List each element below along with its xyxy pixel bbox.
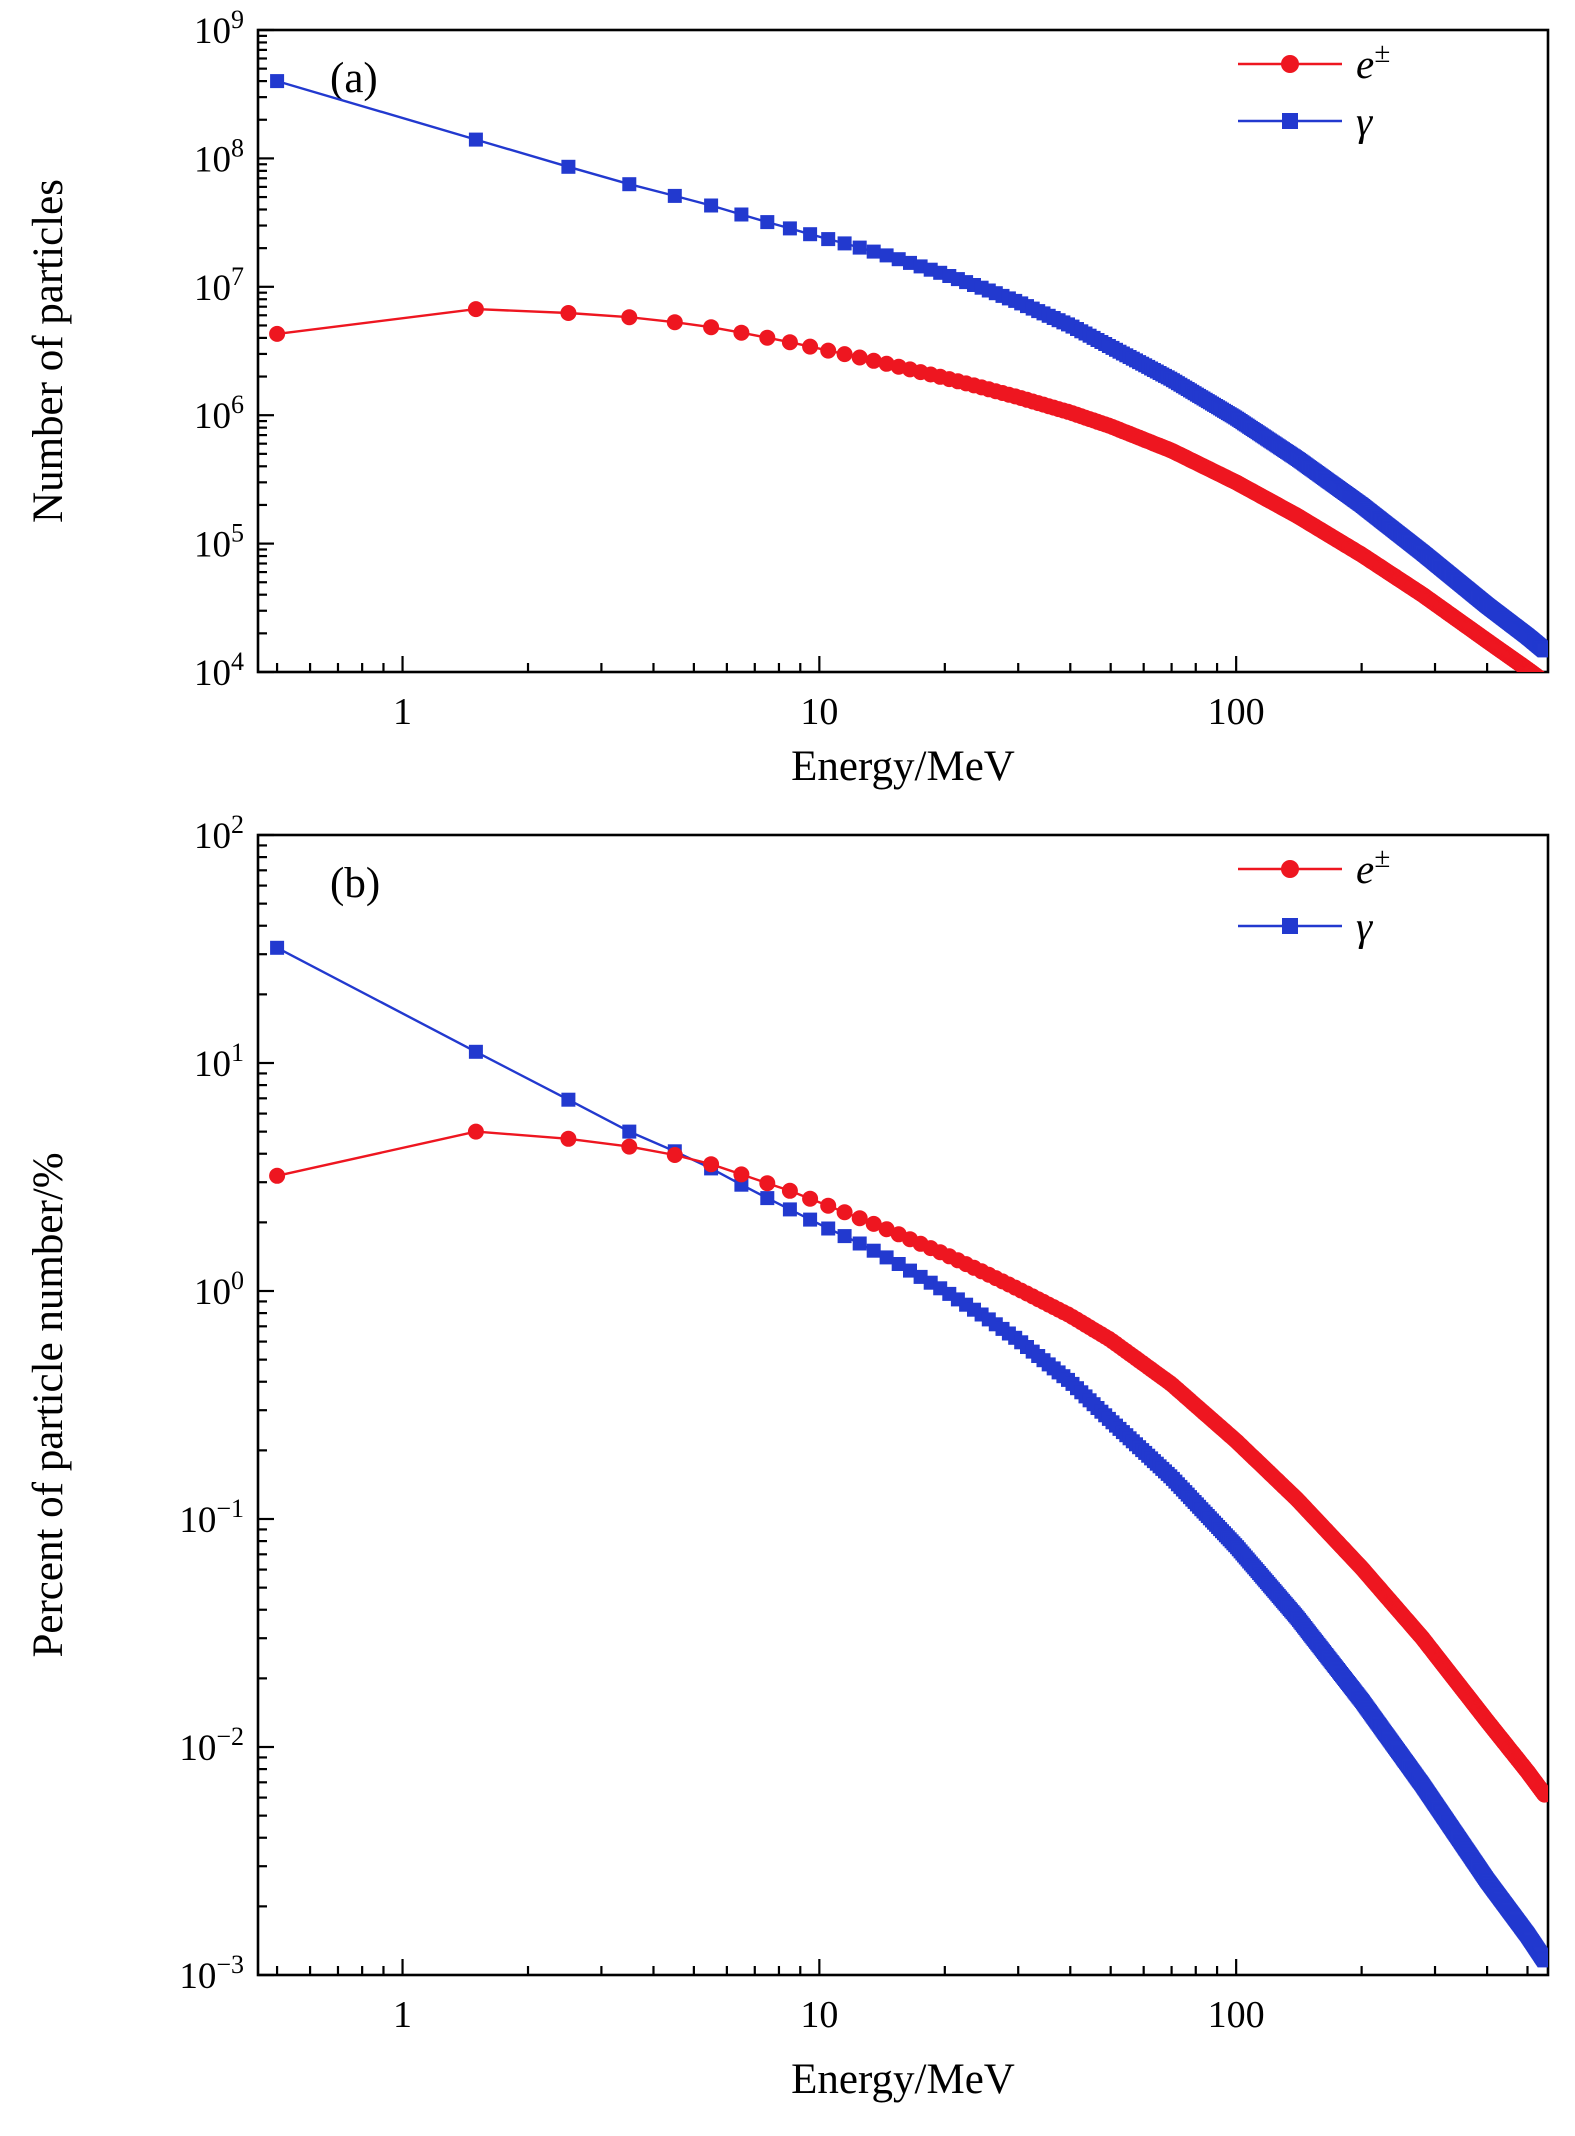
x-axis-label: Energy/MeV — [791, 2056, 1015, 2103]
x-tick-label: 1 — [393, 1994, 412, 2036]
x-axis-ticks — [275, 656, 1529, 672]
y-tick-label: 109 — [194, 5, 244, 52]
x-tick-label: 10 — [800, 1994, 838, 2036]
y-tick-label: 104 — [194, 647, 244, 694]
x-tick-label: 100 — [1208, 691, 1265, 733]
y-tick-label: 105 — [194, 519, 244, 566]
y-tick-label: 100 — [194, 1266, 244, 1313]
x-axis-ticks — [275, 1959, 1529, 1975]
legend-label-electrons: e± — [1356, 37, 1390, 87]
plot-frame — [256, 833, 1550, 1977]
panel-tag: (a) — [330, 55, 378, 102]
x-tick-label: 10 — [800, 691, 838, 733]
panel-tag: (b) — [330, 860, 380, 907]
legend-label-gamma: γ — [1356, 98, 1374, 144]
legend-label-gamma: γ — [1356, 903, 1374, 949]
x-tick-label: 1 — [393, 691, 412, 733]
y-axis-label: Number of particles — [25, 179, 72, 523]
legend-marker-electrons-icon — [1281, 55, 1299, 73]
series-electrons — [269, 1123, 1548, 1803]
y-tick-label: 10−1 — [179, 1494, 244, 1541]
panel-b-chart: 1 10 100 10−3 10−2 10−1 100 101 102 Energy/MeV Per… — [25, 810, 1550, 2103]
y-axis-label: Percent of particle number/% — [25, 1152, 72, 1657]
y-axis-ticks — [258, 833, 274, 1977]
legend-marker-gamma-icon — [1282, 918, 1298, 934]
legend-marker-electrons-icon — [1281, 860, 1299, 878]
y-tick-label: 106 — [194, 390, 244, 437]
legend: e± γ — [1238, 842, 1390, 949]
y-tick-label: 108 — [194, 133, 244, 180]
series-gamma — [270, 940, 1548, 1968]
y-tick-label: 10−3 — [179, 1950, 244, 1997]
y-axis-ticks — [258, 28, 274, 674]
y-tick-label: 107 — [194, 262, 244, 309]
series-electrons — [269, 301, 1545, 672]
y-tick-label: 102 — [194, 810, 244, 857]
x-axis-label: Energy/MeV — [791, 743, 1015, 790]
panel-a-chart: 1 10 100 104 105 106 107 108 109 Energy/MeV Number… — [25, 5, 1550, 790]
x-tick-label: 100 — [1208, 1994, 1265, 2036]
y-tick-label: 101 — [194, 1038, 244, 1085]
plot-frame — [256, 28, 1550, 674]
series-gamma — [270, 74, 1548, 658]
legend-marker-gamma-icon — [1282, 113, 1298, 129]
y-tick-label: 10−2 — [179, 1722, 244, 1769]
legend-label-electrons: e± — [1356, 842, 1390, 892]
legend: e± γ — [1238, 37, 1390, 144]
